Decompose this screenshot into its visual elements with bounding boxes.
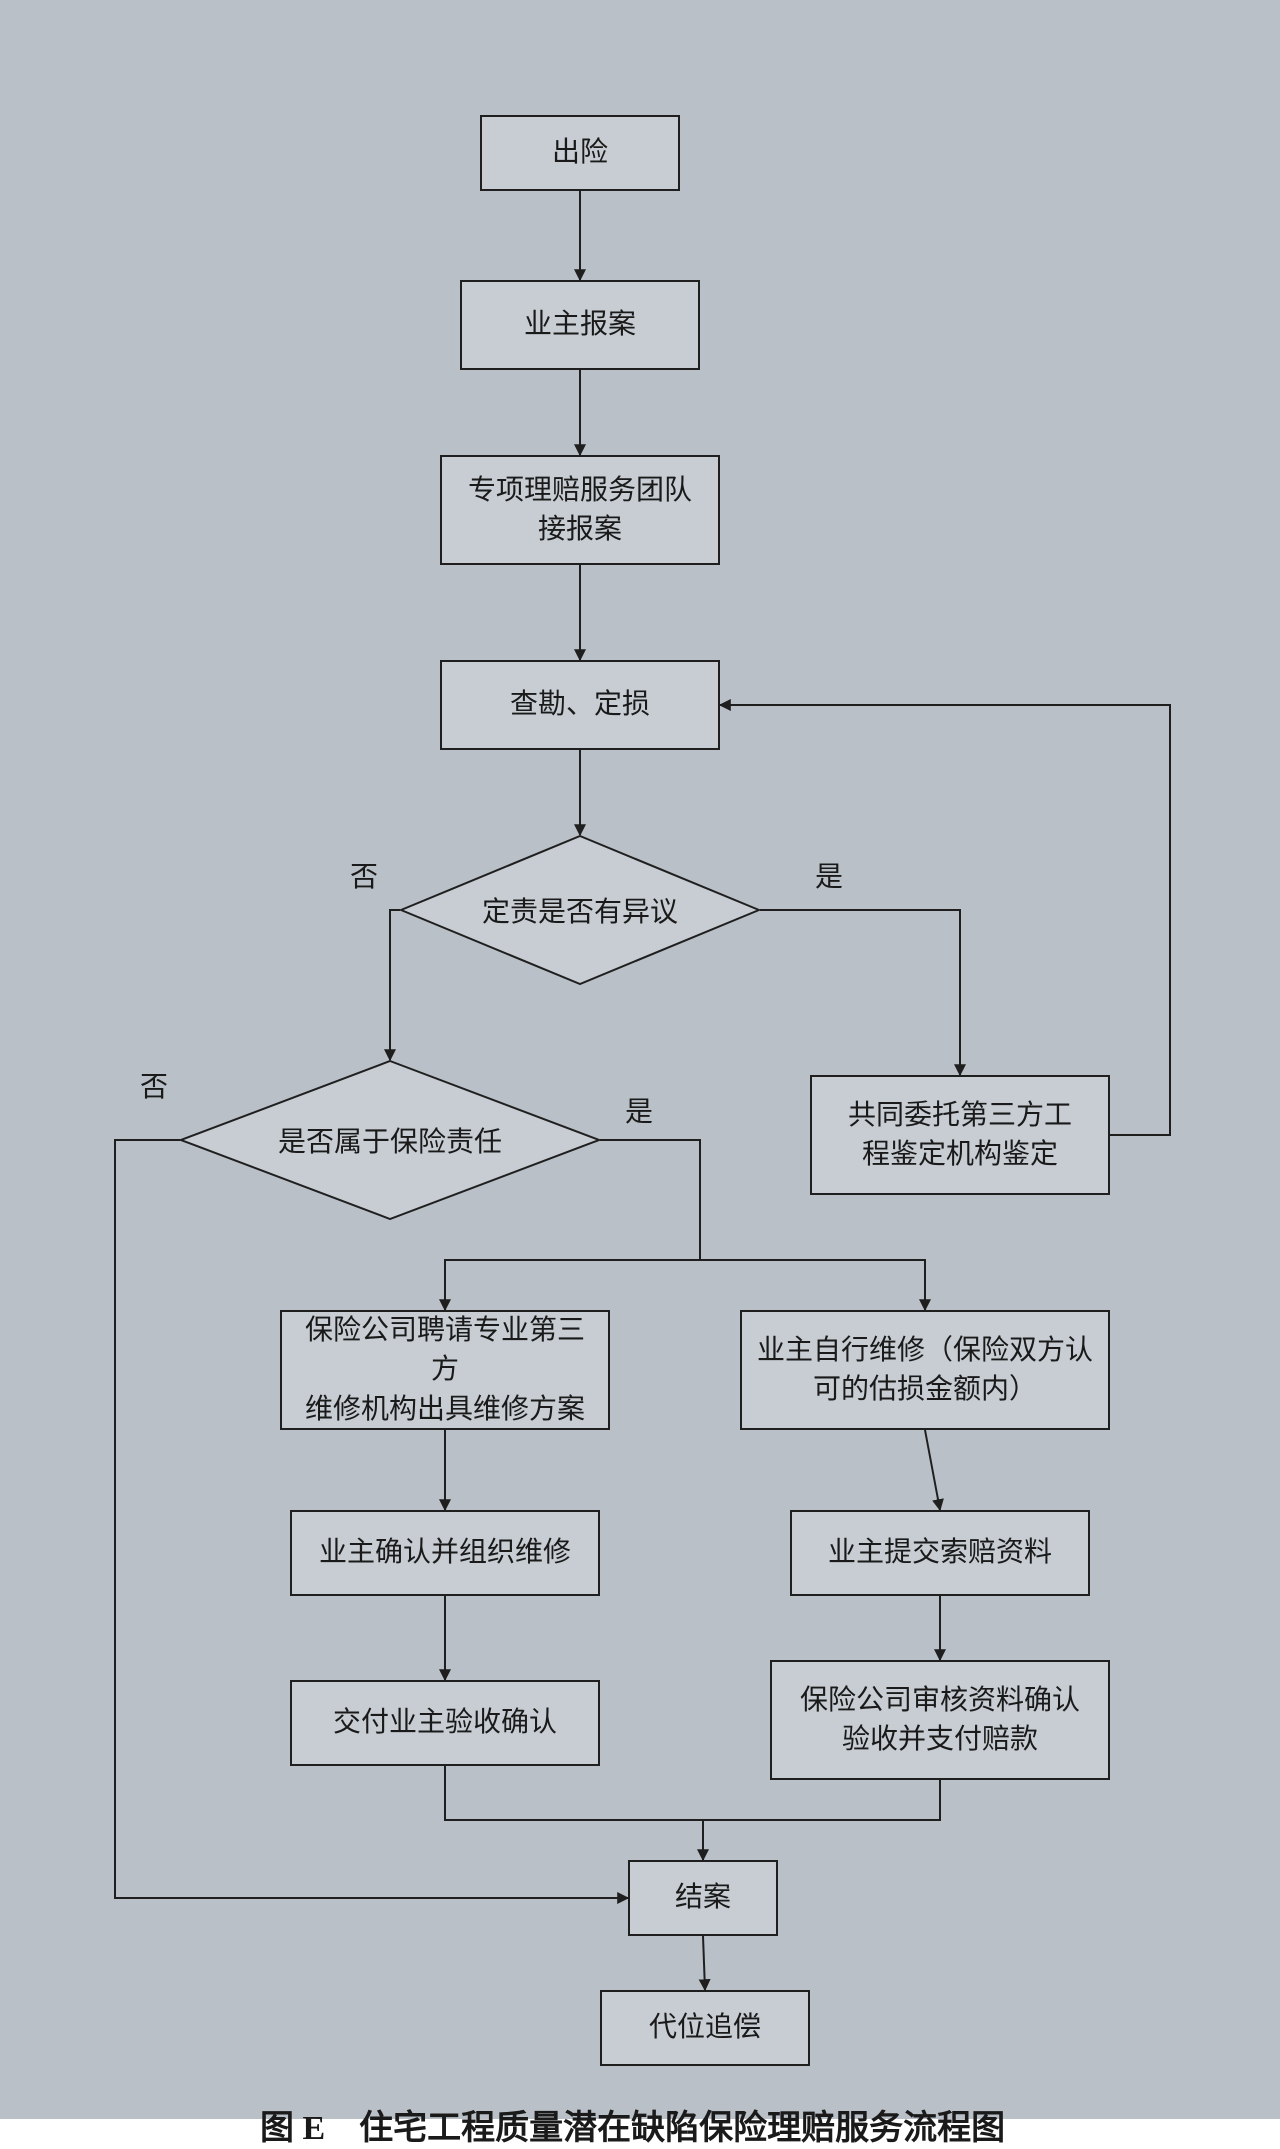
node-n11: 业主提交索赔资料 [790, 1510, 1090, 1596]
node-n9: 业主自行维修（保险双方认可的估损金额内） [740, 1310, 1110, 1430]
node-n7: 共同委托第三方工程鉴定机构鉴定 [810, 1075, 1110, 1195]
node-label: 专项理赔服务团队接报案 [468, 471, 692, 549]
edge-label: 否 [140, 1065, 168, 1105]
edge-label: 否 [350, 855, 378, 895]
edge-label: 是 [625, 1090, 653, 1130]
node-n13: 保险公司审核资料确认验收并支付赔款 [770, 1660, 1110, 1780]
node-n6: 是否属于保险责任 [180, 1060, 600, 1220]
figure-caption: 图 E 住宅工程质量潜在缺陷保险理赔服务流程图 [260, 2100, 1005, 2149]
node-n15: 代位追偿 [600, 1990, 810, 2066]
node-n2: 业主报案 [460, 280, 700, 370]
node-n3: 专项理赔服务团队接报案 [440, 455, 720, 565]
node-n14: 结案 [628, 1860, 778, 1936]
node-label: 查勘、定损 [510, 685, 650, 724]
node-label: 保险公司审核资料确认验收并支付赔款 [800, 1681, 1080, 1759]
node-label: 业主报案 [524, 305, 636, 344]
node-n8: 保险公司聘请专业第三方维修机构出具维修方案 [280, 1310, 610, 1430]
node-label: 交付业主验收确认 [333, 1703, 557, 1742]
node-n10: 业主确认并组织维修 [290, 1510, 600, 1596]
node-label: 出险 [552, 133, 608, 172]
edge-label: 是 [815, 855, 843, 895]
node-label: 结案 [675, 1878, 731, 1917]
node-label: 代位追偿 [649, 2008, 761, 2047]
node-label: 业主确认并组织维修 [319, 1533, 571, 1572]
node-n4: 查勘、定损 [440, 660, 720, 750]
node-label: 业主提交索赔资料 [828, 1533, 1052, 1572]
node-label: 共同委托第三方工程鉴定机构鉴定 [848, 1096, 1072, 1174]
node-label: 保险公司聘请专业第三方维修机构出具维修方案 [292, 1311, 598, 1429]
node-n12: 交付业主验收确认 [290, 1680, 600, 1766]
flowchart-page: 出险业主报案专项理赔服务团队接报案查勘、定损定责是否有异议是否属于保险责任 共同委… [0, 0, 1280, 2119]
node-n5: 定责是否有异议 [400, 835, 760, 985]
node-n1: 出险 [480, 115, 680, 191]
node-label: 业主自行维修（保险双方认可的估损金额内） [757, 1331, 1093, 1409]
